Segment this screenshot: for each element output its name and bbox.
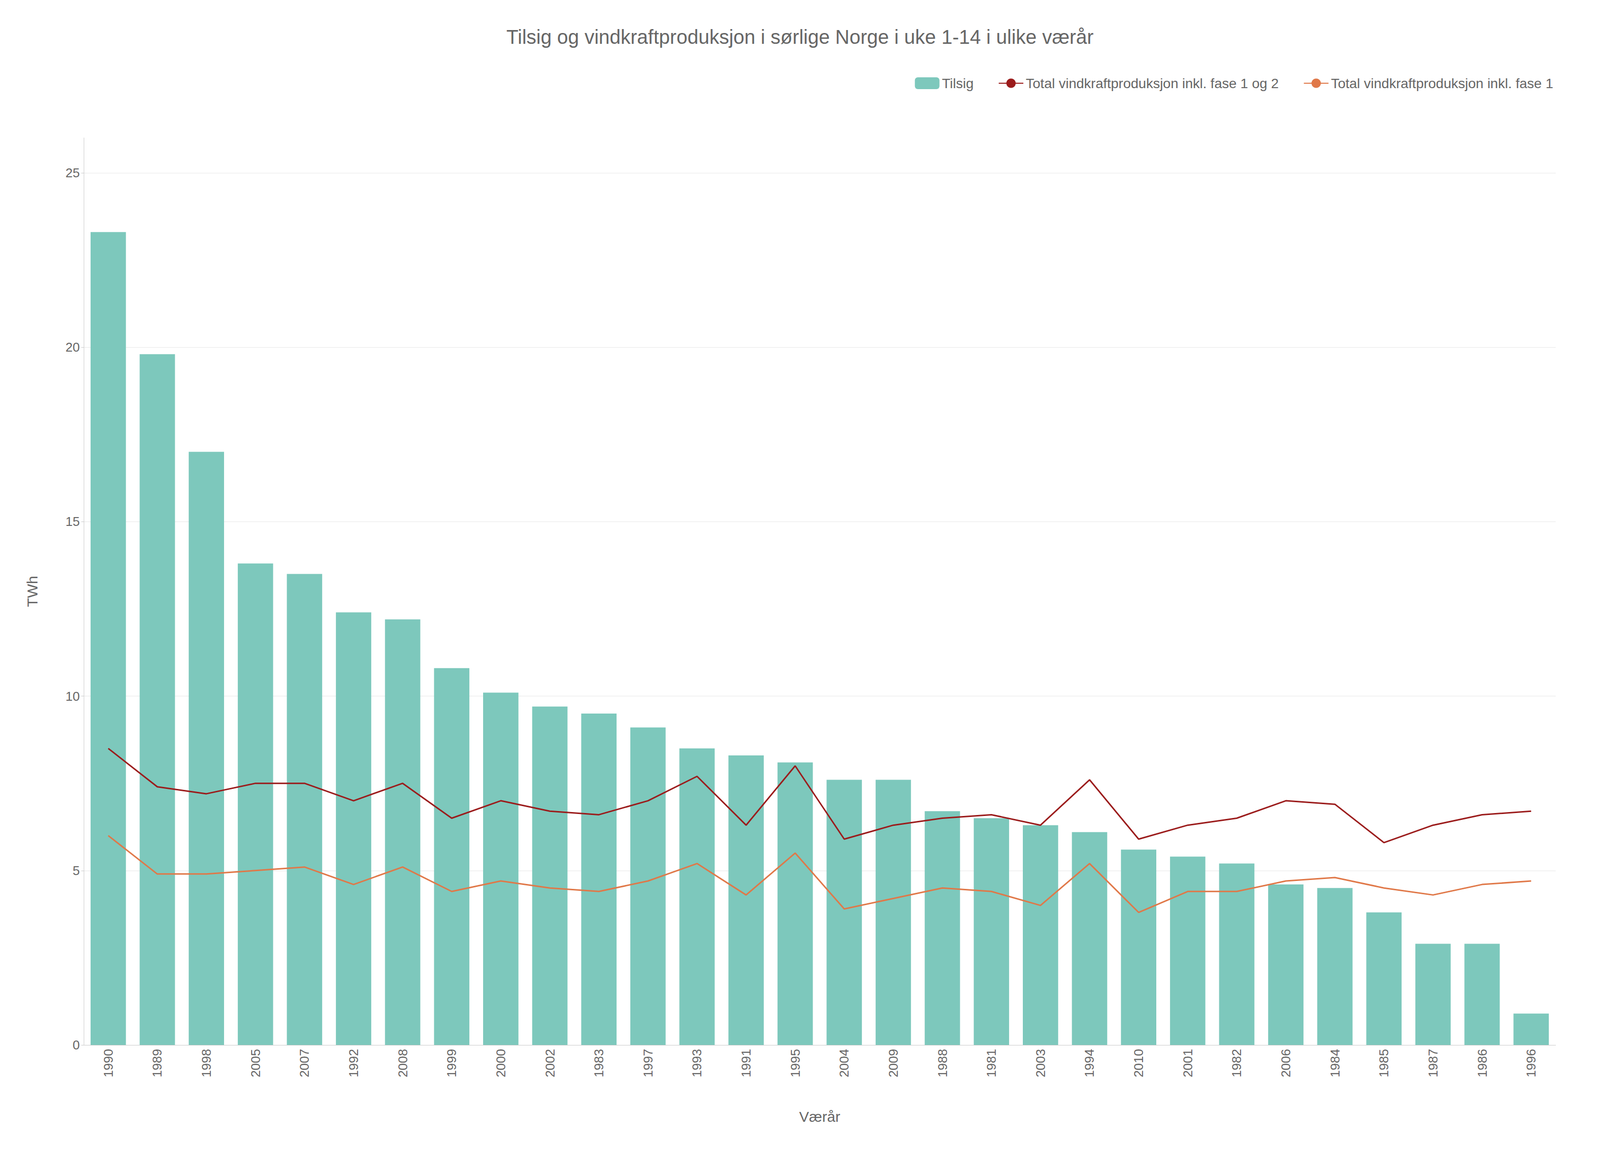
svg-text:1991: 1991: [738, 1048, 754, 1078]
svg-text:2009: 2009: [885, 1048, 901, 1078]
svg-text:1986: 1986: [1474, 1048, 1490, 1078]
svg-text:1990: 1990: [100, 1048, 116, 1078]
svg-text:1984: 1984: [1327, 1048, 1343, 1078]
svg-text:0: 0: [72, 1037, 80, 1053]
svg-text:1982: 1982: [1229, 1048, 1244, 1078]
svg-text:1988: 1988: [935, 1048, 950, 1078]
svg-text:Tilsig: Tilsig: [942, 75, 974, 92]
svg-text:1996: 1996: [1523, 1048, 1539, 1078]
svg-text:1993: 1993: [689, 1048, 705, 1078]
svg-text:1981: 1981: [983, 1048, 999, 1078]
svg-text:Total vindkraftproduksjon inkl: Total vindkraftproduksjon inkl. fase 1 o…: [1025, 75, 1279, 92]
svg-text:2001: 2001: [1180, 1048, 1196, 1078]
svg-text:1983: 1983: [591, 1048, 607, 1078]
svg-text:2005: 2005: [248, 1048, 263, 1078]
svg-text:1998: 1998: [198, 1048, 214, 1078]
svg-text:1987: 1987: [1425, 1048, 1441, 1078]
svg-text:1994: 1994: [1081, 1048, 1097, 1078]
svg-text:10: 10: [65, 688, 80, 704]
svg-text:1989: 1989: [149, 1048, 165, 1078]
svg-text:1997: 1997: [640, 1048, 656, 1078]
svg-text:2007: 2007: [296, 1048, 312, 1078]
svg-text:1995: 1995: [787, 1048, 803, 1078]
svg-text:1985: 1985: [1376, 1048, 1392, 1078]
svg-text:TWh: TWh: [24, 575, 41, 607]
svg-text:1992: 1992: [346, 1048, 361, 1078]
svg-text:Værår: Værår: [799, 1108, 841, 1125]
svg-text:Tilsig og vindkraftproduksjon: Tilsig og vindkraftproduksjon i sørlige …: [506, 26, 1094, 48]
svg-text:2003: 2003: [1033, 1048, 1048, 1078]
svg-text:2008: 2008: [395, 1048, 411, 1078]
svg-text:2006: 2006: [1278, 1048, 1294, 1078]
svg-text:Total vindkraftproduksjon inkl: Total vindkraftproduksjon inkl. fase 1: [1331, 75, 1554, 92]
svg-text:2004: 2004: [836, 1048, 852, 1078]
svg-text:1999: 1999: [444, 1048, 459, 1078]
svg-text:2002: 2002: [542, 1048, 558, 1078]
svg-text:2010: 2010: [1131, 1048, 1146, 1078]
svg-text:20: 20: [65, 339, 80, 355]
svg-text:15: 15: [65, 514, 80, 529]
svg-text:25: 25: [65, 165, 80, 181]
svg-text:5: 5: [72, 863, 80, 879]
svg-text:2000: 2000: [493, 1048, 509, 1078]
